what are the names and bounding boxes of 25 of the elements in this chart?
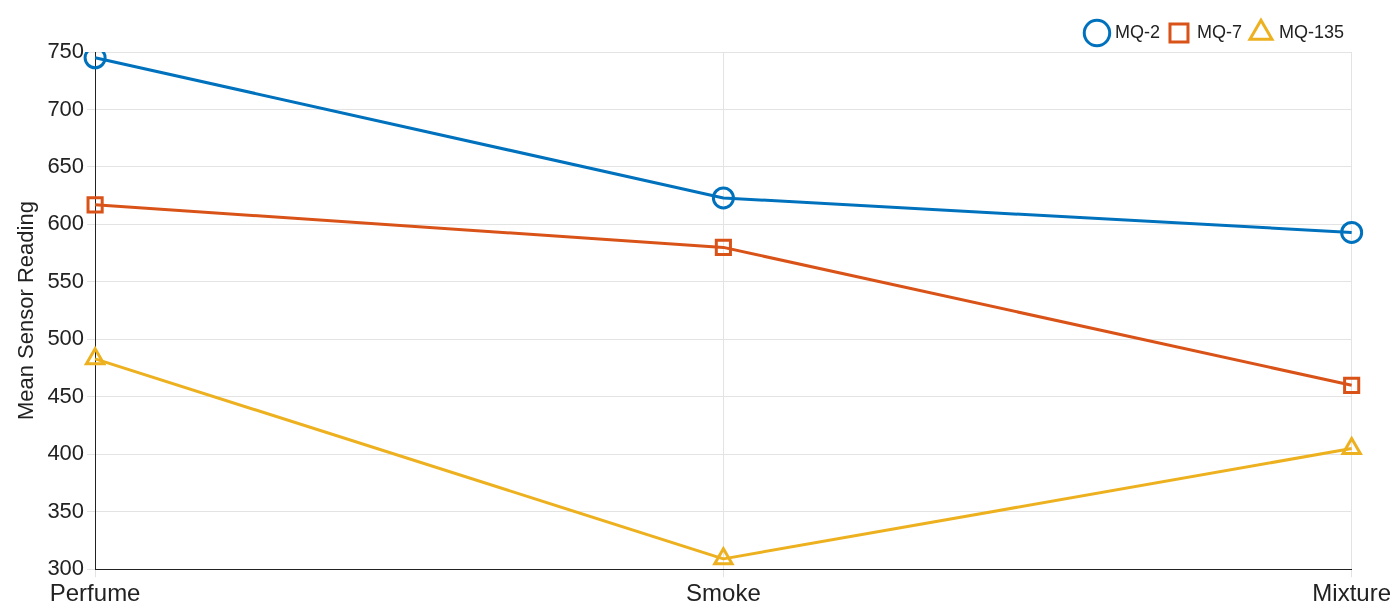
point: [1340, 220, 1364, 244]
point: [86, 196, 104, 214]
y-tick-label: 650: [47, 153, 85, 178]
point: [711, 186, 735, 210]
legend-label: MQ-7: [1196, 21, 1242, 42]
point: [84, 347, 106, 366]
y-tick-label: 600: [47, 210, 85, 236]
y-tick-label: 400: [47, 440, 85, 466]
legend-label: MQ-2: [1114, 21, 1160, 42]
x-tick-label: Smoke: [686, 579, 761, 607]
y-tick-label: 450: [47, 382, 85, 408]
point: [1343, 376, 1361, 394]
y-tick-label: 550: [47, 267, 85, 293]
y-tick-label: 350: [47, 497, 85, 523]
point: [1341, 437, 1362, 456]
x-tick-label: Mixture: [1312, 579, 1391, 607]
point: [714, 238, 732, 256]
y-tick-label: 300: [47, 555, 85, 581]
x-tick-label: Perfume: [49, 579, 141, 607]
y-tick-label: 750: [47, 38, 85, 64]
y-axis-title: Mean Sensor Reading: [13, 201, 39, 421]
legend-label: MQ-135: [1278, 21, 1345, 42]
y-tick-label: 700: [47, 95, 85, 121]
y-tick-label: 500: [47, 325, 85, 351]
point: [713, 547, 734, 566]
